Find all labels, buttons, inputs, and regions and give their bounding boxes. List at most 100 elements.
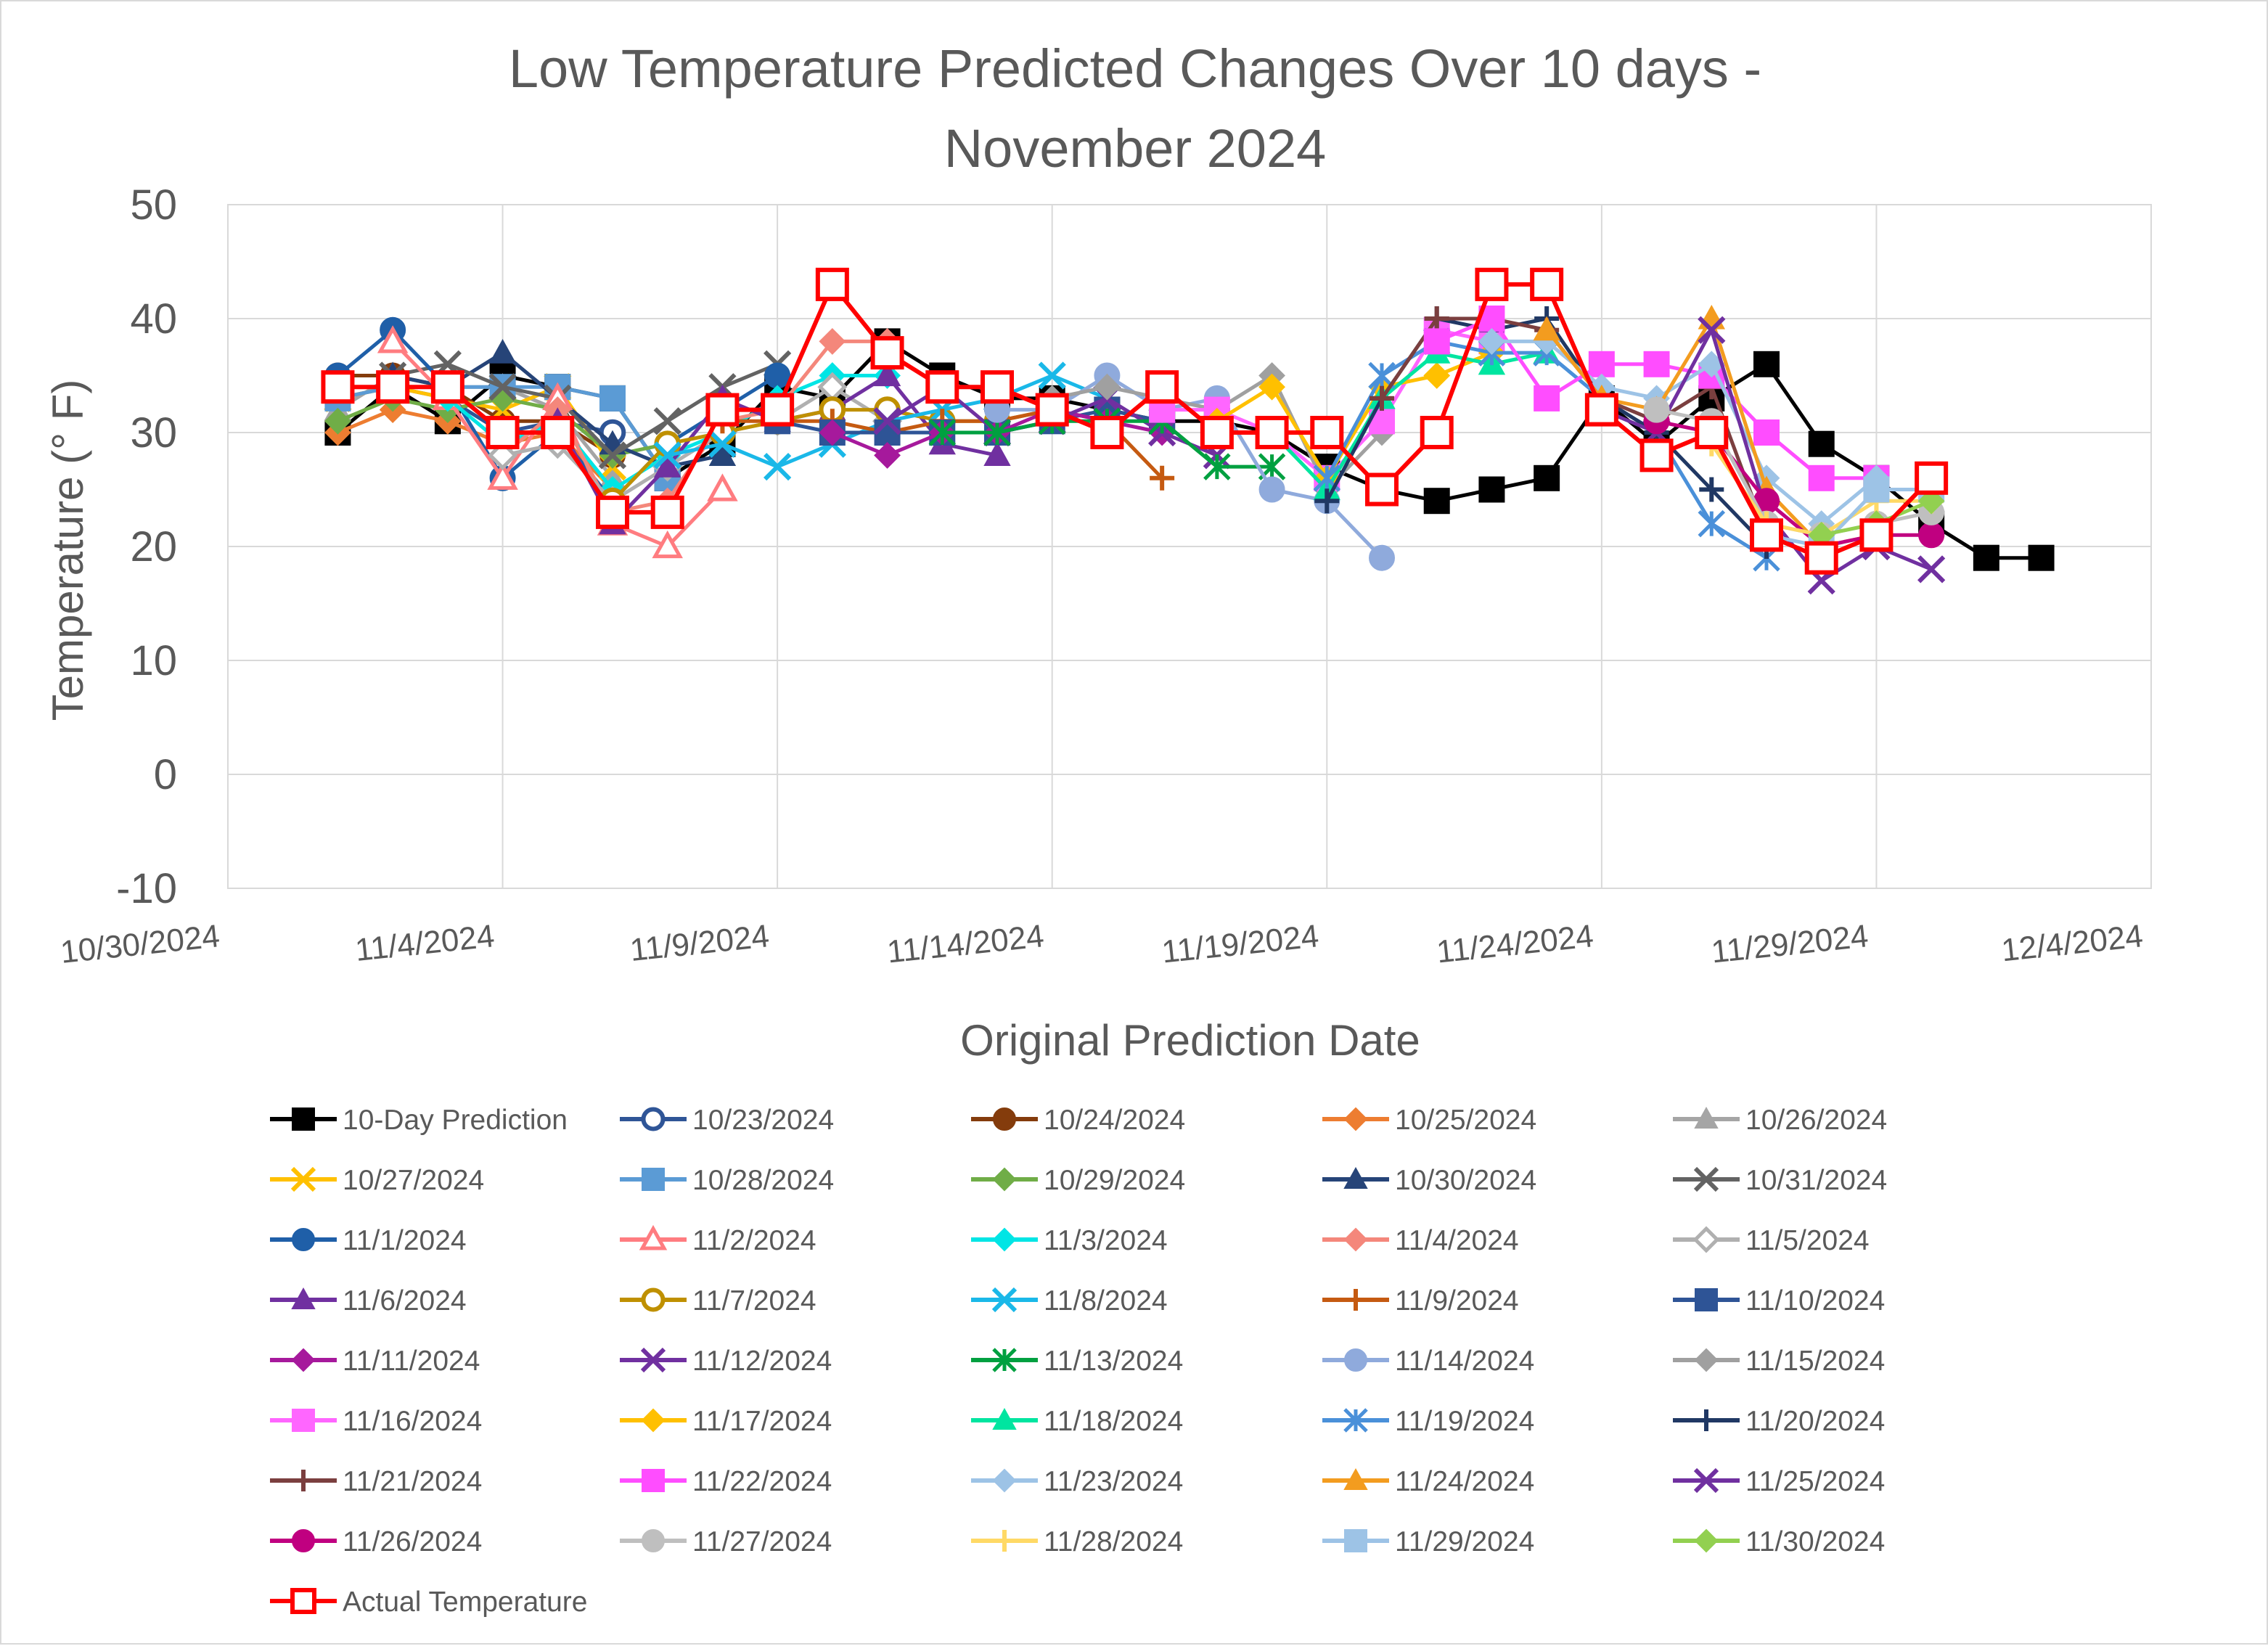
data-point (819, 419, 846, 446)
legend-label: 11/4/2024 (1395, 1225, 1519, 1256)
data-point (1698, 316, 1726, 344)
data-point (1258, 373, 1285, 401)
legend-item-11-29-2024: 11/29/2024 (1322, 1526, 1534, 1557)
data-point (983, 441, 1011, 466)
data-point (1370, 385, 1394, 411)
legend-item-11-2-2024: 11/2/2024 (620, 1224, 816, 1256)
legend-label: 11/15/2024 (1745, 1346, 1885, 1377)
y-tick-label: 50 (130, 181, 177, 229)
axes: 50 40 30 20 10 0 -10 10/30/2024 11/4/2024 11/9/20… (59, 181, 2145, 970)
legend-item-11-20-2024: 11/20/2024 (1673, 1406, 1885, 1437)
legend-label: 11/21/2024 (343, 1466, 482, 1497)
series-line (1766, 488, 1932, 549)
legend-marker (992, 1407, 1017, 1430)
data-point (870, 336, 904, 370)
series-11-18-2024 (1258, 339, 1560, 501)
data-point (1534, 464, 1560, 491)
data-point (487, 462, 518, 490)
legend-label: 11/24/2024 (1395, 1466, 1534, 1497)
legend-item-11-22-2024: 11/22/2024 (620, 1466, 832, 1497)
legend-marker (641, 1107, 666, 1131)
data-point (652, 530, 683, 559)
data-point (650, 495, 684, 529)
data-point (873, 407, 901, 435)
legend-label: 10-Day Prediction (343, 1105, 568, 1136)
data-point (654, 453, 681, 478)
legend-marker (1343, 1408, 1368, 1433)
legend-item-10-27-2024: 10/27/2024 (270, 1165, 484, 1196)
legend-item-10-24-2024: 10/24/2024 (971, 1105, 1185, 1136)
data-point (488, 339, 517, 364)
data-point (1090, 416, 1124, 449)
legend-item-11-6-2024: 11/6/2024 (270, 1285, 467, 1317)
data-point (981, 370, 1014, 404)
legend-marker (291, 1348, 316, 1372)
legend-label: 10/31/2024 (1745, 1165, 1887, 1196)
data-point (321, 370, 355, 404)
data-point (763, 452, 792, 481)
data-point (1695, 416, 1729, 449)
x-tick-label: 11/14/2024 (885, 918, 1046, 970)
legend-marker (642, 1529, 665, 1552)
legend-marker (1344, 1529, 1367, 1552)
data-point (1750, 518, 1783, 552)
y-tick-label: 30 (130, 409, 177, 456)
legend-label: 11/16/2024 (343, 1406, 482, 1437)
legend-item-11-7-2024: 11/7/2024 (620, 1285, 816, 1317)
data-point (1753, 419, 1780, 446)
legend-label: 10/28/2024 (692, 1165, 834, 1196)
y-axis-title: Temperature (° F) (44, 380, 92, 721)
legend-label: 11/20/2024 (1745, 1406, 1885, 1437)
legend-label: 11/28/2024 (1044, 1526, 1183, 1557)
legend-marker (292, 1228, 315, 1251)
legend-item-11-13-2024: 11/13/2024 (971, 1346, 1183, 1377)
series-actual-temperature (321, 267, 1949, 575)
legend-marker (992, 1468, 1017, 1493)
data-point (1859, 518, 1894, 552)
data-point (324, 407, 351, 435)
legend-item-11-19-2024: 11/19/2024 (1322, 1406, 1534, 1437)
legend-label: 11/11/2024 (343, 1346, 480, 1377)
legend-label: Actual Temperature (343, 1586, 587, 1618)
data-point (1973, 544, 1999, 571)
data-point (983, 419, 1011, 446)
data-point (1530, 267, 1564, 301)
legend-item-11-27-2024: 11/27/2024 (620, 1526, 832, 1557)
y-tick-label: -10 (116, 865, 177, 912)
legend-marker (1692, 1226, 1720, 1253)
legend-marker (1693, 1166, 1719, 1192)
legend-item-10-25-2024: 10/25/2024 (1322, 1105, 1536, 1136)
data-point (598, 441, 627, 470)
legend-marker (639, 1224, 668, 1250)
legend-label: 11/6/2024 (343, 1285, 467, 1317)
legend-item-10-23-2024: 10/23/2024 (620, 1105, 834, 1136)
legend-item-11-23-2024: 11/23/2024 (971, 1466, 1183, 1497)
data-point (708, 430, 737, 458)
y-tick-label: 10 (130, 637, 177, 684)
y-tick-label: 40 (130, 295, 177, 343)
data-point (761, 393, 795, 427)
legend-item-11-11-2024: 11/11/2024 (270, 1346, 480, 1377)
legend-marker (992, 1227, 1017, 1252)
legend-item-11-25-2024: 11/25/2024 (1673, 1466, 1885, 1497)
data-point (1423, 488, 1450, 515)
legend-label: 11/30/2024 (1745, 1526, 1885, 1557)
chart-title-line1: Low Temperature Predicted Changes Over 1… (509, 38, 1761, 99)
legend-item-10-26-2024: 10/26/2024 (1673, 1105, 1887, 1136)
legend-marker (1343, 1227, 1368, 1252)
legend-item-11-21-2024: 11/21/2024 (270, 1466, 482, 1497)
legend-marker (1695, 1409, 1717, 1431)
legend-label: 11/2/2024 (692, 1225, 816, 1256)
legend-marker (642, 1469, 665, 1492)
legend-marker (993, 1107, 1016, 1131)
data-point (1365, 472, 1399, 507)
legend-item-10-30-2024: 10/30/2024 (1322, 1165, 1536, 1196)
legend-marker (290, 1588, 316, 1614)
legend-item-11-16-2024: 11/16/2024 (270, 1406, 482, 1437)
legend-item-11-28-2024: 11/28/2024 (971, 1526, 1183, 1557)
legend-item-11-30-2024: 11/30/2024 (1673, 1526, 1885, 1557)
legend: 10-Day Prediction 10/23/2024 10/24/2024 10/… (270, 1105, 1887, 1618)
data-point (1424, 306, 1449, 331)
